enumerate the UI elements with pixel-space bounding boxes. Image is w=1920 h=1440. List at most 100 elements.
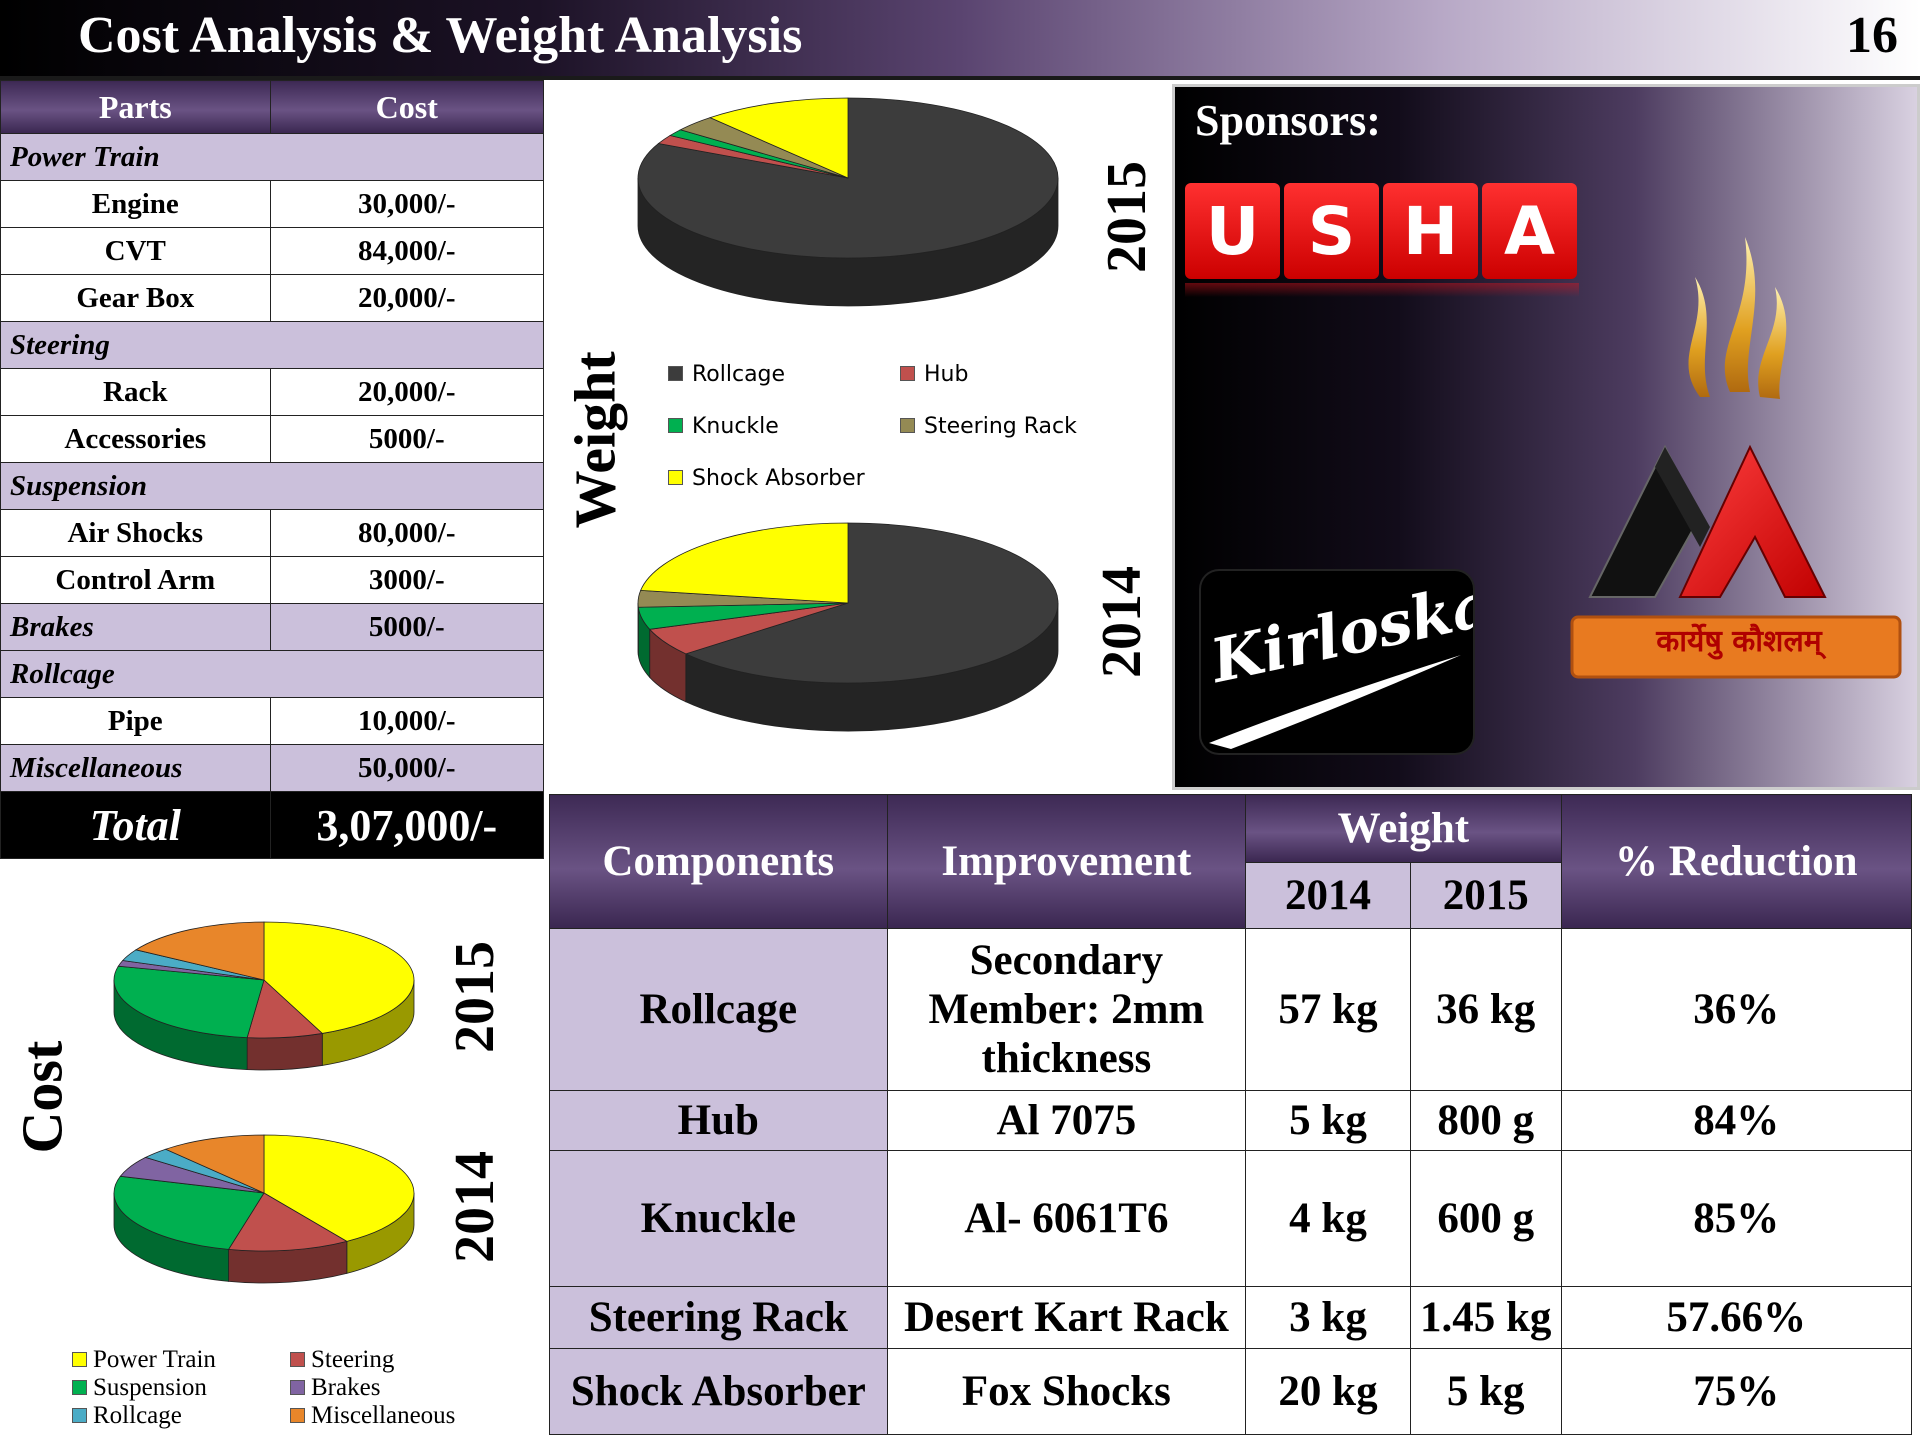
weight-improvement: Secondary Member: 2mm thickness xyxy=(886,928,1247,1091)
weight-reduction: 75% xyxy=(1560,1348,1913,1435)
weight-legend-item: Shock Absorber xyxy=(668,466,865,491)
weight-table-header-weight: Weight xyxy=(1245,794,1562,863)
cost-part-name: Engine xyxy=(0,180,271,228)
weight-component: Rollcage xyxy=(549,928,888,1091)
cost-category-label: Steering xyxy=(0,321,544,369)
legend-swatch xyxy=(668,365,683,381)
pie-slice-suspension xyxy=(113,965,265,1039)
cost-side-label: Cost xyxy=(9,1040,75,1154)
legend-label: Rollcage xyxy=(93,1402,182,1429)
cost-table-header-parts: Parts xyxy=(0,80,271,134)
weight-component: Knuckle xyxy=(549,1150,888,1287)
cost-value: 5000/- xyxy=(269,603,545,651)
cost-value: 3000/- xyxy=(269,556,545,604)
cost-table-row: Brakes 5000/- xyxy=(0,603,545,651)
cost-legend-item: Rollcage xyxy=(72,1402,182,1430)
legend-swatch xyxy=(900,417,915,433)
pie-side-wall xyxy=(246,1032,323,1071)
cost-part-name: Rack xyxy=(0,368,271,416)
weight-table-row: Hub Al 7075 5 kg 800 g 84% xyxy=(549,1090,1913,1151)
cost-legend-item: Miscellaneous xyxy=(290,1402,455,1430)
cost-table-row: Control Arm 3000/- xyxy=(0,556,545,604)
legend-swatch xyxy=(668,417,683,433)
pie-slice-steering xyxy=(227,1192,348,1252)
weight-legend-item: Rollcage xyxy=(668,362,785,387)
cost-table-row: Pipe 10,000/- xyxy=(0,697,545,745)
weight-legend-item: Hub xyxy=(900,362,968,387)
cost-value: 84,000/- xyxy=(269,227,545,275)
weight-pie-2015 xyxy=(637,97,1059,307)
cost-value: 20,000/- xyxy=(269,274,545,322)
weight-2014-value: 5 kg xyxy=(1245,1090,1411,1151)
legend-label: Miscellaneous xyxy=(311,1402,456,1429)
weight-table-row: Knuckle Al- 6061T6 4 kg 600 g 85% xyxy=(549,1150,1913,1287)
weight-2015-value: 5 kg xyxy=(1409,1348,1562,1435)
skill-motto-text: कार्येषु कौशलम् xyxy=(1656,624,1822,659)
legend-label: Brakes xyxy=(311,1374,381,1401)
cost-value: 50,000/- xyxy=(269,744,545,792)
kirloskar-logo: Kirloskar xyxy=(1201,571,1473,753)
cost-table-row: Rack 20,000/- xyxy=(0,368,545,416)
legend-swatch xyxy=(72,1379,87,1395)
cost-category-label: Suspension xyxy=(0,462,544,510)
weight-year-2015: 2015 xyxy=(1096,161,1158,273)
weight-table-header-improvement: Improvement xyxy=(886,794,1247,929)
weight-table-row: Shock Absorber Fox Shocks 20 kg 5 kg 75% xyxy=(549,1348,1913,1435)
legend-swatch xyxy=(668,469,683,485)
legend-swatch xyxy=(900,365,915,381)
legend-swatch xyxy=(290,1407,305,1423)
weight-legend-item: Knuckle xyxy=(668,414,779,439)
cost-value: 20,000/- xyxy=(269,368,545,416)
pie-slice-rollcage xyxy=(684,522,1059,684)
weight-reduction: 84% xyxy=(1560,1090,1913,1151)
cost-total-row: Total 3,07,000/- xyxy=(0,791,545,859)
legend-label: Steering xyxy=(311,1346,395,1373)
weight-2014-value: 4 kg xyxy=(1245,1150,1411,1287)
weight-2015-value: 800 g xyxy=(1409,1090,1562,1151)
page-title: Cost Analysis & Weight Analysis xyxy=(78,7,803,64)
weight-improvement: Desert Kart Rack xyxy=(886,1286,1247,1349)
pie-slice-power-train xyxy=(263,921,415,1034)
legend-label: Shock Absorber xyxy=(692,466,865,491)
weight-table-header-components: Components xyxy=(549,794,888,929)
weight-reduction: 85% xyxy=(1560,1150,1913,1287)
weight-2015-value: 1.45 kg xyxy=(1409,1286,1562,1349)
cost-legend-item: Suspension xyxy=(72,1374,207,1402)
weight-improvement: Al- 6061T6 xyxy=(886,1150,1247,1287)
cost-legend-item: Brakes xyxy=(290,1374,380,1402)
pie-slice-shock-absorber xyxy=(708,97,849,179)
weight-table-header-reduction: % Reduction xyxy=(1560,794,1913,929)
weight-table: Components Improvement Weight % Reductio… xyxy=(549,794,1913,1435)
cost-table-row: Engine 30,000/- xyxy=(0,180,545,228)
weight-improvement: Al 7075 xyxy=(886,1090,1247,1151)
weight-reduction: 57.66% xyxy=(1560,1286,1913,1349)
cost-part-name: Accessories xyxy=(0,415,271,463)
cost-table-row: Air Shocks 80,000/- xyxy=(0,509,545,557)
cost-legend: Power Train Steering Suspension Brakes Rollc… xyxy=(72,1346,472,1436)
cost-legend-item: Power Train xyxy=(72,1346,216,1374)
pie-slice-shock-absorber xyxy=(640,522,849,604)
cost-table-row: Steering xyxy=(0,321,544,369)
weight-2014-value: 57 kg xyxy=(1245,928,1411,1091)
cost-category-label: Brakes xyxy=(0,603,271,651)
weight-2014-value: 3 kg xyxy=(1245,1286,1411,1349)
cost-category-label: Rollcage xyxy=(0,650,544,698)
cost-table-row: CVT 84,000/- xyxy=(0,227,545,275)
cost-total-value: 3,07,000/- xyxy=(269,791,545,859)
legend-label: Hub xyxy=(924,362,969,387)
cost-value: 80,000/- xyxy=(269,509,545,557)
legend-label: Suspension xyxy=(93,1374,207,1401)
legend-label: Steering Rack xyxy=(924,414,1077,439)
weight-component: Steering Rack xyxy=(549,1286,888,1349)
weight-legend: Rollcage Hub Knuckle Steering Rack Shock Abs… xyxy=(668,362,1088,502)
weight-component: Shock Absorber xyxy=(549,1348,888,1435)
legend-swatch xyxy=(290,1379,305,1395)
cost-part-name: Pipe xyxy=(0,697,271,745)
cost-part-name: CVT xyxy=(0,227,271,275)
pie-slice-suspension xyxy=(113,1175,265,1250)
weight-2015-value: 36 kg xyxy=(1409,928,1562,1091)
legend-label: Knuckle xyxy=(692,414,779,439)
weight-2015-value: 600 g xyxy=(1409,1150,1562,1287)
